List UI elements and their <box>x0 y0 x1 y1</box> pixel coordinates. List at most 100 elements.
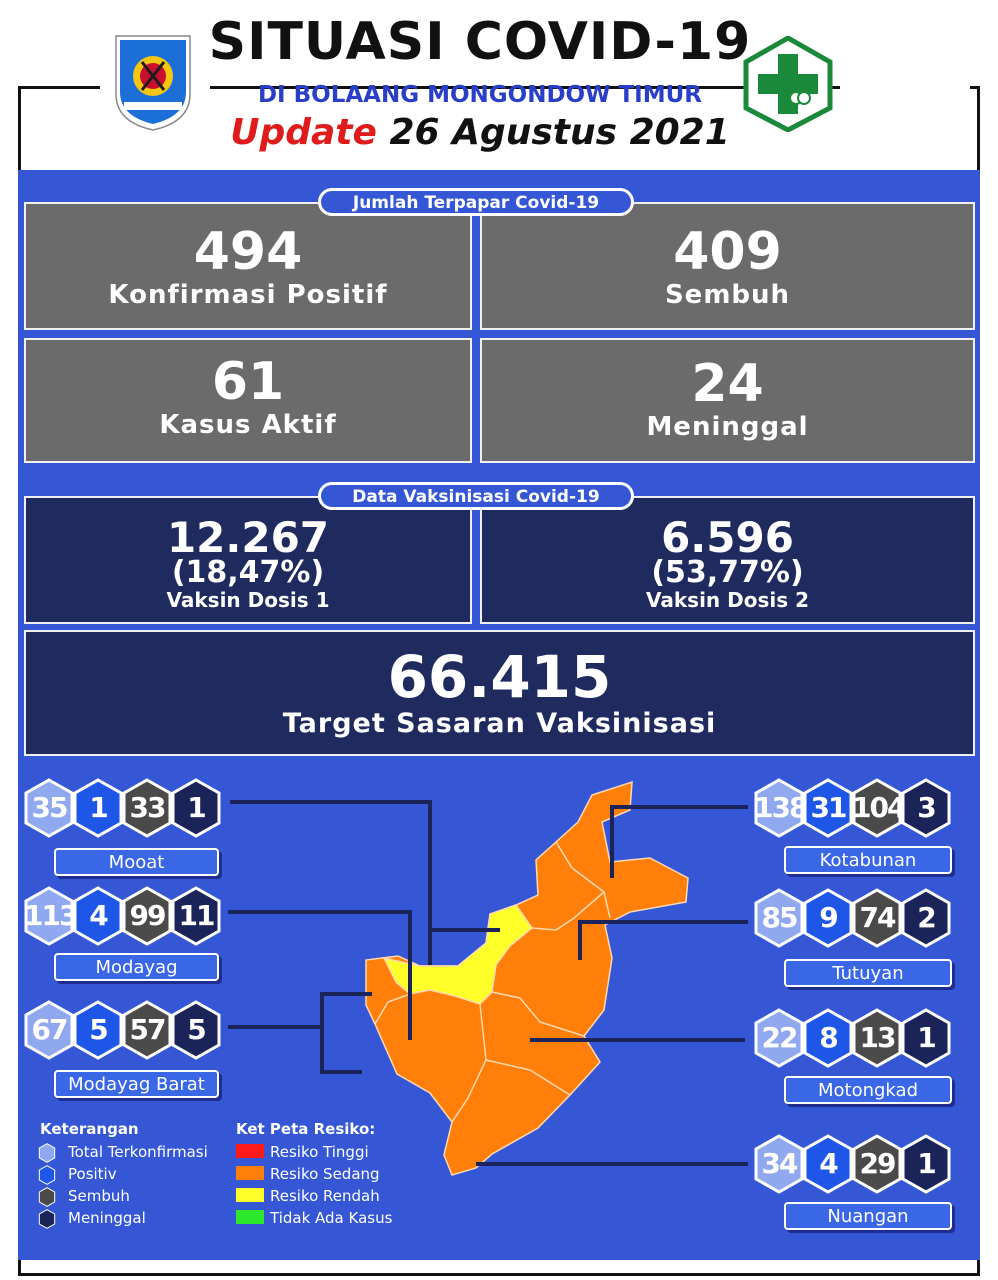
deaths-hex: 2 <box>901 888 951 948</box>
deaths-hex: 5 <box>171 1000 221 1060</box>
positive-hex-value: 4 <box>89 899 108 932</box>
region-name-label: Mooat <box>54 848 219 876</box>
region-name-label: Nuangan <box>784 1202 952 1230</box>
region-name-label: Kotabunan <box>784 846 952 874</box>
total-confirmed-hex: 34 <box>754 1134 804 1194</box>
region-mooat: 35 1 33 1 Mooat <box>24 778 234 878</box>
region-name-label: Modayag <box>54 953 219 981</box>
total-confirmed-hex-value: 113 <box>24 899 78 932</box>
recovered-hex-value: 13 <box>859 1021 897 1054</box>
legend-item: Positiv <box>36 1164 117 1185</box>
region-modayag: 113 4 99 11 Modayag <box>24 886 234 986</box>
confirmed-value: 494 <box>193 222 303 282</box>
positive-hex: 1 <box>73 778 123 838</box>
risk-color-swatch <box>236 1210 264 1224</box>
update-line: Update 26 Agustus 2021 <box>200 112 760 153</box>
total-confirmed-hex-value: 34 <box>761 1147 799 1180</box>
update-word: Update <box>230 112 377 153</box>
health-ministry-logo <box>740 35 836 133</box>
recovered-label: Sembuh <box>664 280 791 310</box>
district-risk-map <box>228 780 748 1176</box>
deaths-hex-value: 3 <box>917 791 936 824</box>
recovered-hex: 57 <box>122 1000 172 1060</box>
region-hex-row: 35 1 33 1 <box>24 778 224 850</box>
risk-legend-item: Resiko Rendah <box>236 1186 380 1206</box>
total-confirmed-hex-value: 22 <box>761 1021 799 1054</box>
total-confirmed-hex-value: 35 <box>31 791 69 824</box>
dose1-label: Vaksin Dosis 1 <box>166 588 330 612</box>
positive-hex-value: 31 <box>810 791 848 824</box>
positive-hex-value: 9 <box>819 901 838 934</box>
deaths-hex-value: 1 <box>917 1021 936 1054</box>
recovered-hex: 33 <box>122 778 172 838</box>
region-kotabunan: 138 31 104 3 Kotabunan <box>754 778 964 878</box>
recovered-hex: 74 <box>852 888 902 948</box>
recovered-hex-value: 33 <box>129 791 167 824</box>
dose2-percent: (53,77%) <box>651 555 804 590</box>
positive-hex-value: 4 <box>819 1147 838 1180</box>
dose1-percent: (18,47%) <box>171 555 325 590</box>
target-card: 66.415 Target Sasaran Vaksinisasi <box>24 630 975 756</box>
positive-hex: 9 <box>803 888 853 948</box>
deaths-hex-value: 11 <box>178 899 216 932</box>
legend-hex-icon <box>36 1209 58 1229</box>
target-label: Target Sasaran Vaksinisasi <box>282 708 717 739</box>
deaths-hex-value: 2 <box>917 901 936 934</box>
dose2-value: 6.596 <box>661 513 794 562</box>
legend-item-label: Total Terkonfirmasi <box>68 1143 208 1161</box>
recovered-hex: 29 <box>852 1134 902 1194</box>
legend-item-label: Sembuh <box>68 1187 130 1205</box>
total-confirmed-hex: 138 <box>754 778 808 838</box>
deaths-hex-value: 5 <box>187 1013 206 1046</box>
legend-item: Total Terkonfirmasi <box>36 1142 208 1163</box>
legend-item-label: Positiv <box>68 1165 117 1183</box>
positive-hex-value: 8 <box>819 1021 838 1054</box>
legend-hex-icon <box>36 1187 58 1207</box>
confirmed-label: Konfirmasi Positif <box>108 280 388 310</box>
deaths-hex: 3 <box>901 778 951 838</box>
recovered-hex: 104 <box>852 778 906 838</box>
recovered-card: 409 Sembuh <box>480 202 975 330</box>
deaths-hex: 11 <box>171 886 221 946</box>
recovered-hex-value: 99 <box>129 899 167 932</box>
region-modayag-barat: 67 5 57 5 Modayag Barat <box>24 1000 234 1100</box>
active-value: 61 <box>211 352 285 412</box>
legend-item-label: Meninggal <box>68 1209 146 1227</box>
total-confirmed-hex: 35 <box>24 778 74 838</box>
positive-hex-value: 1 <box>89 791 108 824</box>
risk-legend-item: Resiko Sedang <box>236 1164 380 1184</box>
deaths-value: 24 <box>691 354 764 414</box>
region-hex-row: 34 4 29 1 <box>754 1134 954 1206</box>
deaths-card: 24 Meninggal <box>480 338 975 463</box>
positive-hex: 5 <box>73 1000 123 1060</box>
recovered-hex-value: 57 <box>129 1013 167 1046</box>
legend-item: Sembuh <box>36 1186 130 1207</box>
positive-hex: 4 <box>73 886 123 946</box>
recovered-value: 409 <box>673 222 782 282</box>
deaths-hex-value: 1 <box>917 1147 936 1180</box>
dose2-label: Vaksin Dosis 2 <box>645 588 810 612</box>
region-tutuyan: 85 9 74 2 Tutuyan <box>754 888 964 988</box>
positive-hex-value: 5 <box>89 1013 108 1046</box>
region-name-label: Motongkad <box>784 1076 952 1104</box>
risk-legend-title: Ket Peta Resiko: <box>236 1120 376 1138</box>
region-hex-row: 113 4 99 11 <box>24 886 224 958</box>
recovered-hex-value: 29 <box>859 1147 897 1180</box>
deaths-label: Meninggal <box>646 412 809 442</box>
vaccination-section-label: Data Vaksinisasi Covid-19 <box>318 482 634 510</box>
legend-hex-icon <box>36 1165 58 1185</box>
region-hex-row: 138 31 104 3 <box>754 778 954 850</box>
cases-section-label: Jumlah Terpapar Covid-19 <box>318 188 634 216</box>
region-name-label: Tutuyan <box>784 959 952 987</box>
total-confirmed-hex: 67 <box>24 1000 74 1060</box>
total-confirmed-hex: 85 <box>754 888 804 948</box>
update-date: 26 Agustus 2021 <box>389 112 730 153</box>
positive-hex: 31 <box>803 778 853 838</box>
total-confirmed-hex-value: 138 <box>754 791 808 824</box>
region-name-label: Modayag Barat <box>54 1070 219 1098</box>
region-hex-row: 85 9 74 2 <box>754 888 954 960</box>
region-hex-row: 22 8 13 1 <box>754 1008 954 1080</box>
region-nuangan: 34 4 29 1 Nuangan <box>754 1134 964 1234</box>
risk-legend-item: Tidak Ada Kasus <box>236 1208 392 1228</box>
legend-item: Meninggal <box>36 1208 146 1229</box>
